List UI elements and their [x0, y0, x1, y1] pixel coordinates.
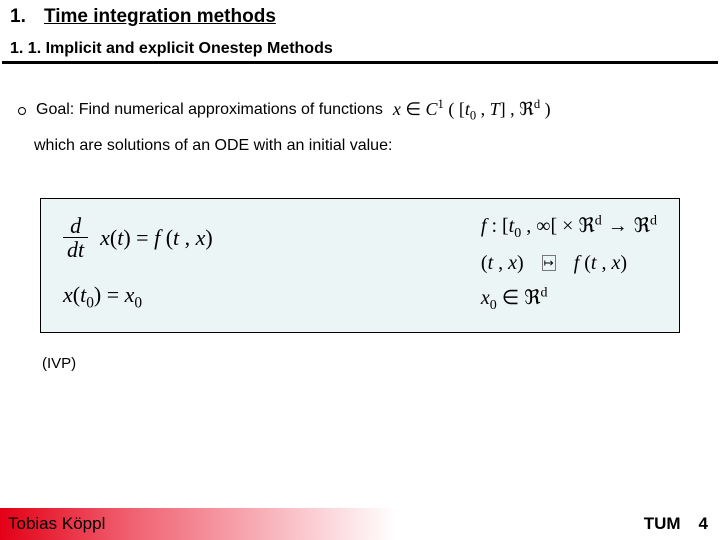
- goal-line2: which are solutions of an ODE with an in…: [34, 135, 702, 157]
- section-number: 1.: [10, 6, 44, 28]
- bullet-icon: [18, 107, 26, 115]
- title-row: 1. Time integration methods: [10, 6, 710, 28]
- f-domain: f : [t0 , ∞[ × ℜd→ℜd: [481, 213, 657, 242]
- footer-author: Tobias Köppl: [8, 514, 105, 534]
- content-area: Goal: Find numerical approximations of f…: [0, 64, 720, 158]
- slide-header: 1. Time integration methods 1. 1. Implic…: [0, 0, 720, 58]
- section-title: Time integration methods: [44, 6, 276, 28]
- x0-domain: x0 ∈ ℜd: [481, 285, 657, 314]
- equation-right-column: f : [t0 , ∞[ × ℜd→ℜd (t , x) ↦ f (t , x)…: [481, 213, 657, 314]
- ode-rhs: x(t) = f (t , x): [100, 225, 213, 251]
- slide-footer: Tobias Köppl TUM 4: [0, 508, 720, 540]
- section-subtitle: 1. 1. Implicit and explicit Onestep Meth…: [10, 40, 710, 58]
- mapsto-icon: ↦: [542, 255, 556, 271]
- equation-box: d dt x(t) = f (t , x) x(t0) = x0 f : [t0…: [40, 198, 680, 333]
- footer-page-number: 4: [699, 514, 708, 534]
- goal-text: Goal: Find numerical approximations of f…: [36, 99, 383, 121]
- goal-math-inline: x ∈ C1 ( [t0 , T] , ℜd ): [393, 96, 551, 125]
- f-mapsto: (t , x) ↦ f (t , x): [481, 252, 657, 275]
- ivp-label: (IVP): [42, 355, 720, 372]
- fraction-ddt: d dt: [63, 214, 88, 261]
- footer-org: TUM: [644, 514, 681, 534]
- ode-equation: d dt x(t) = f (t , x): [63, 214, 213, 261]
- footer-right: TUM 4: [644, 514, 708, 534]
- initial-condition: x(t0) = x0: [63, 282, 213, 312]
- frac-denominator: dt: [63, 238, 88, 261]
- frac-numerator: d: [66, 214, 85, 237]
- goal-line: Goal: Find numerical approximations of f…: [18, 96, 702, 125]
- equation-left-column: d dt x(t) = f (t , x) x(t0) = x0: [63, 214, 213, 312]
